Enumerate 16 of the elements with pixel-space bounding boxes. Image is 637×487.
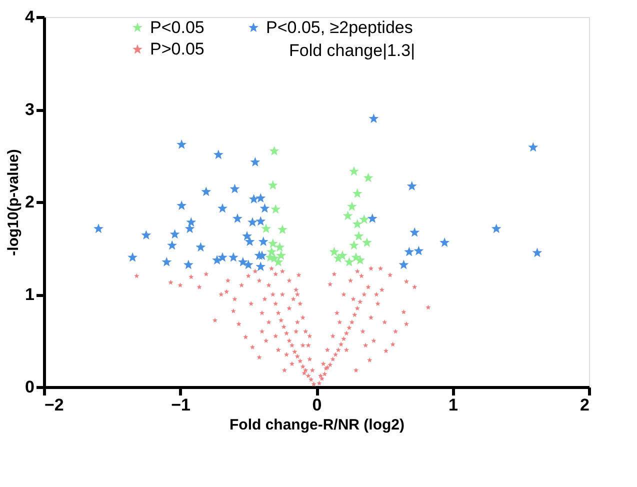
x-axis-title: Fold change-R/NR (log2): [230, 416, 404, 434]
legend-label: P<0.05, ≥2peptides: [266, 18, 413, 37]
y-tick-label: 1: [25, 285, 34, 304]
y-tick-label: 3: [25, 100, 34, 119]
x-tick-label: 0: [312, 396, 322, 414]
y-tick-label: 0: [25, 378, 34, 396]
legend-label: P<0.05: [150, 18, 204, 37]
x-tick-label: 1: [448, 396, 458, 414]
y-tick-label: 2: [25, 192, 34, 212]
x-tick-label: −1: [171, 396, 190, 414]
y-axis-title: -log10(p-value): [5, 149, 22, 256]
x-tick-label: −2: [44, 396, 64, 414]
y-tick-label: 4: [25, 8, 36, 26]
x-tick-label: 2: [580, 396, 590, 414]
annotation: Fold change|1.3|: [289, 41, 416, 60]
legend-label: P>0.05: [150, 40, 204, 58]
